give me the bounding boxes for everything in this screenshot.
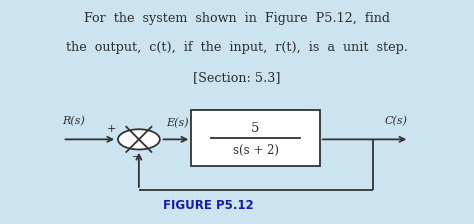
Text: 5: 5 [251,122,260,135]
Text: −: − [132,152,141,162]
Circle shape [118,129,160,149]
Text: [Section: 5.3]: [Section: 5.3] [193,71,281,84]
Text: the  output,  c(t),  if  the  input,  r(t),  is  a  unit  step.: the output, c(t), if the input, r(t), is… [66,41,408,54]
Text: +: + [106,124,116,134]
Text: FIGURE P5.12: FIGURE P5.12 [163,199,254,212]
Text: For  the  system  shown  in  Figure  P5.12,  find: For the system shown in Figure P5.12, fi… [84,12,390,25]
Text: E(s): E(s) [166,117,189,128]
Text: C(s): C(s) [384,116,407,127]
Text: s(s + 2): s(s + 2) [233,144,279,157]
Bar [191,110,320,166]
Text: R(s): R(s) [63,116,85,127]
